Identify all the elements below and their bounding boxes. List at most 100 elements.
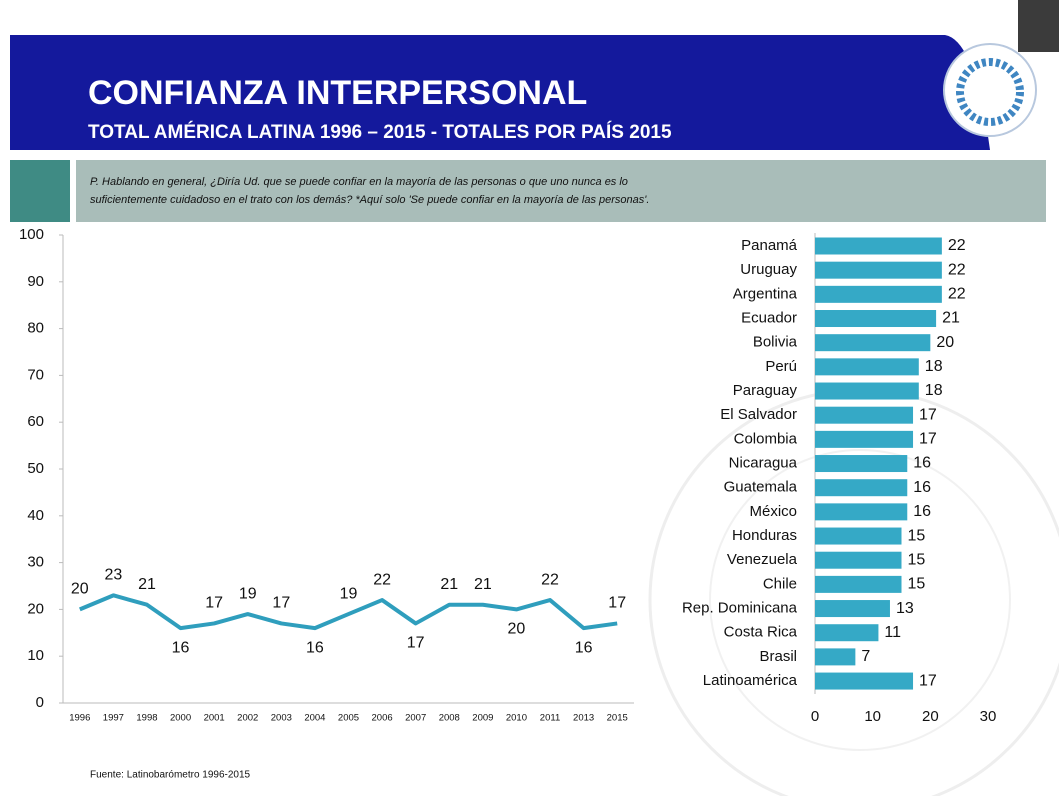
y-tick-label: 70: [27, 366, 44, 383]
data-label: 17: [407, 635, 425, 652]
x-tick-label: 1997: [103, 713, 124, 724]
y-tick-label: 30: [27, 554, 44, 571]
data-label: 21: [138, 576, 156, 593]
x-tick-label: 2001: [204, 713, 225, 724]
title: CONFIANZA INTERPERSONAL: [88, 74, 587, 112]
y-tick-label: Brasil: [759, 648, 797, 665]
question-line: suficientemente cuidadoso en el trato co…: [90, 194, 649, 206]
data-label: 17: [205, 595, 223, 612]
data-label: 18: [925, 382, 943, 399]
y-tick-label: 50: [27, 460, 44, 477]
data-label: 20: [936, 334, 954, 351]
data-label: 16: [913, 479, 931, 496]
subtitle: TOTAL AMÉRICA LATINA 1996 – 2015 - TOTAL…: [88, 121, 672, 143]
bar: [815, 238, 942, 255]
data-label: 17: [608, 595, 626, 612]
x-tick-label: 2013: [573, 713, 594, 724]
y-tick-label: El Salvador: [720, 406, 797, 423]
y-tick-label: Costa Rica: [724, 624, 798, 641]
source: Fuente: Latinobarómetro 1996-2015: [90, 770, 251, 781]
corner-block: [1018, 0, 1059, 52]
data-label: 7: [861, 648, 870, 665]
y-tick-label: 10: [27, 647, 44, 664]
y-tick-label: Bolivia: [753, 334, 798, 351]
data-label: 20: [71, 581, 89, 598]
y-tick-label: Argentina: [733, 285, 798, 302]
x-tick-label: 1996: [69, 713, 90, 724]
x-tick-label: 20: [922, 708, 939, 725]
y-tick-label: 20: [27, 600, 44, 617]
x-tick-label: 2007: [405, 713, 426, 724]
y-tick-label: Latinoamérica: [703, 672, 798, 689]
x-tick-label: 1998: [136, 713, 157, 724]
bar: [815, 334, 930, 351]
bar: [815, 262, 942, 279]
bar: [815, 383, 919, 400]
x-tick-label: 10: [864, 708, 881, 725]
data-label: 11: [884, 624, 901, 641]
data-label: 17: [919, 672, 937, 689]
y-tick-label: Venezuela: [727, 551, 798, 568]
x-tick-label: 2002: [237, 713, 258, 724]
y-tick-label: Panamá: [741, 237, 798, 254]
y-tick-label: Paraguay: [733, 382, 798, 399]
x-tick-label: 2000: [170, 713, 191, 724]
data-label: 16: [913, 455, 931, 472]
question-line: P. Hablando en general, ¿Diría Ud. que s…: [90, 176, 628, 188]
slide: CONFIANZA INTERPERSONAL TOTAL AMÉRICA LA…: [0, 0, 1059, 796]
data-label: 23: [104, 567, 122, 584]
x-tick-label: 30: [980, 708, 997, 725]
y-tick-label: Guatemala: [724, 479, 798, 496]
data-label: 16: [172, 639, 190, 656]
x-tick-label: 2004: [304, 713, 325, 724]
y-tick-label: 60: [27, 413, 44, 430]
data-label: 18: [925, 358, 943, 375]
x-tick-label: 2008: [439, 713, 460, 724]
y-tick-label: 100: [19, 226, 44, 243]
y-tick-label: 0: [36, 694, 44, 711]
x-tick-label: 2005: [338, 713, 359, 724]
data-label: 21: [440, 576, 458, 593]
bar: [815, 431, 913, 448]
x-tick-label: 2010: [506, 713, 527, 724]
bar: [815, 648, 855, 665]
logo: [944, 44, 1036, 136]
data-label: 22: [541, 571, 559, 588]
y-tick-label: Rep. Dominicana: [682, 600, 798, 617]
data-label: 22: [948, 286, 966, 303]
data-label: 21: [942, 310, 960, 327]
data-label: 22: [948, 237, 966, 254]
data-label: 16: [575, 639, 593, 656]
bar: [815, 552, 902, 569]
data-label: 15: [908, 551, 926, 568]
y-tick-label: 90: [27, 273, 44, 290]
data-label: 19: [239, 585, 257, 602]
data-label: 15: [908, 527, 926, 544]
bar: [815, 576, 902, 593]
data-label: 17: [919, 406, 937, 423]
x-tick-label: 2015: [607, 713, 628, 724]
data-label: 17: [919, 431, 937, 448]
y-tick-label: Colombia: [734, 430, 798, 447]
slide-graphic: CONFIANZA INTERPERSONAL TOTAL AMÉRICA LA…: [0, 0, 1059, 796]
data-label: 15: [908, 576, 926, 593]
data-label: 22: [373, 571, 391, 588]
y-tick-label: México: [749, 503, 797, 520]
data-label: 13: [896, 600, 914, 617]
data-label: 20: [508, 621, 526, 638]
x-tick-label: 2003: [271, 713, 292, 724]
bar: [815, 407, 913, 424]
y-tick-label: Honduras: [732, 527, 797, 544]
bar: [815, 286, 942, 303]
y-tick-label: Chile: [763, 575, 797, 592]
x-tick-label: 2006: [372, 713, 393, 724]
bar: [815, 503, 907, 520]
x-tick-label: 0: [811, 708, 819, 725]
bar: [815, 310, 936, 327]
x-tick-label: 2009: [472, 713, 493, 724]
y-tick-label: 40: [27, 507, 44, 524]
bar: [815, 358, 919, 375]
data-label: 22: [948, 261, 966, 278]
data-label: 19: [340, 585, 358, 602]
y-tick-label: Uruguay: [740, 261, 797, 278]
